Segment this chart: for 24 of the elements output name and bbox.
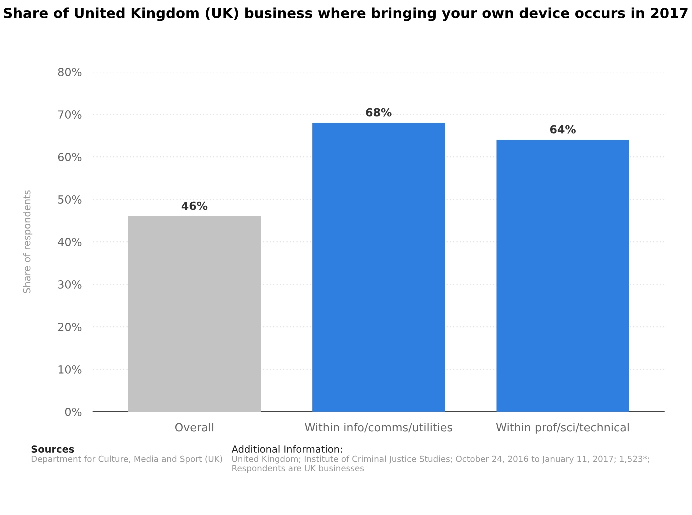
- y-tick-label: 70%: [58, 110, 82, 119]
- y-tick-label: 80%: [58, 68, 82, 76]
- data-label: 64%: [550, 125, 576, 134]
- x-tick-label: Within info/comms/utilities: [305, 423, 452, 433]
- y-tick-label: 40%: [58, 238, 82, 246]
- data-label: 68%: [366, 108, 392, 117]
- text: Sources: [32, 446, 74, 453]
- y-tick-label: 10%: [58, 365, 82, 374]
- data-label: 46%: [182, 202, 208, 210]
- x-tick-label: Within prof/sci/technical: [496, 423, 629, 434]
- y-tick-label: 60%: [58, 153, 82, 162]
- y-tick-label: 20%: [58, 323, 82, 332]
- x-tick-label: Overall: [175, 423, 214, 432]
- y-tick-label: 50%: [58, 196, 82, 204]
- text: Additional Information:: [232, 445, 342, 453]
- bar: [128, 216, 262, 412]
- y-tick-label: 0%: [65, 408, 82, 416]
- bar: [496, 140, 630, 412]
- chart-title: Share of United Kingdom (UK) business where bringing your own device occurs in 2017: [4, 8, 688, 22]
- y-axis-title: Share of respondents: [23, 190, 33, 294]
- y-tick-label: 30%: [58, 280, 82, 289]
- text: Department for Culture, Media and Sport (UK): [32, 456, 222, 464]
- text: United Kingdom; Institute of Criminal Justice Studies; October 24, 2016 to January 11, 2017; 1,523*; Respondents are UK businesses: [232, 456, 650, 474]
- bar: [312, 123, 446, 412]
